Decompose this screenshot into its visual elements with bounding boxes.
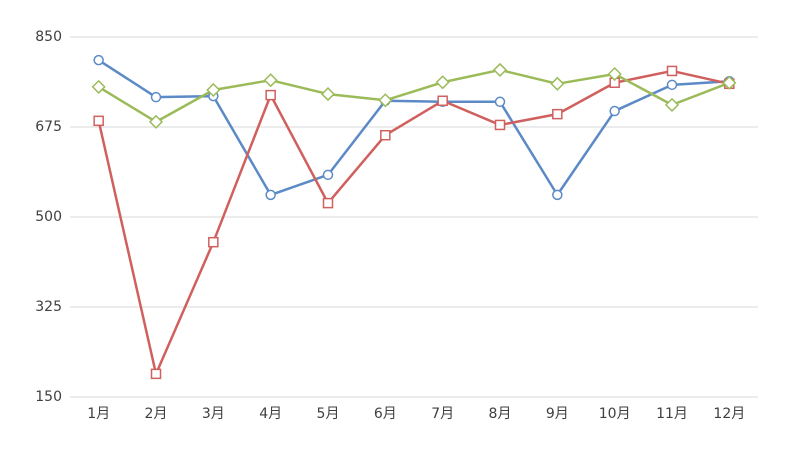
y-tick-label: 675 xyxy=(35,119,62,135)
series-line xyxy=(98,68,730,124)
x-tick-label: 12月 xyxy=(713,406,745,422)
marker xyxy=(664,97,680,112)
x-tick-label: 10月 xyxy=(599,406,631,422)
marker xyxy=(380,129,391,141)
marker xyxy=(378,93,393,108)
marker xyxy=(322,197,334,209)
marker xyxy=(265,89,276,101)
series-line xyxy=(97,59,730,197)
marker xyxy=(492,62,508,77)
marker xyxy=(437,95,448,107)
marker xyxy=(150,368,162,380)
x-tick-label: 8月 xyxy=(489,406,512,422)
x-tick-label: 6月 xyxy=(374,406,397,422)
marker xyxy=(263,73,278,88)
marker xyxy=(208,236,219,248)
x-tick-label: 5月 xyxy=(317,406,340,422)
x-tick-label: 7月 xyxy=(431,406,454,422)
marker xyxy=(552,108,563,120)
series-line xyxy=(97,69,730,376)
marker xyxy=(93,54,104,66)
marker xyxy=(148,114,164,129)
x-tick-label: 4月 xyxy=(259,406,282,422)
x-tick-label: 3月 xyxy=(202,406,225,422)
marker xyxy=(494,96,506,108)
marker xyxy=(91,79,106,94)
marker xyxy=(322,169,334,181)
x-tick-label: 2月 xyxy=(145,406,168,422)
x-tick-label: 1月 xyxy=(87,406,110,422)
y-tick-label: 150 xyxy=(35,389,62,405)
x-tick-label: 11月 xyxy=(656,406,688,422)
y-tick-label: 500 xyxy=(35,209,62,225)
marker xyxy=(609,105,620,117)
marker xyxy=(206,82,221,98)
marker xyxy=(666,65,678,77)
y-tick-label: 850 xyxy=(35,29,62,45)
marker xyxy=(494,119,506,131)
marker xyxy=(722,75,737,90)
marker xyxy=(550,76,565,91)
marker xyxy=(320,87,336,102)
x-tick-label: 9月 xyxy=(546,406,569,422)
marker xyxy=(607,66,622,82)
y-tick-label: 325 xyxy=(35,299,62,315)
marker xyxy=(150,91,162,103)
marker xyxy=(93,115,104,127)
marker xyxy=(666,79,678,91)
marker xyxy=(265,189,276,201)
marker xyxy=(552,189,563,201)
marker xyxy=(435,75,450,90)
